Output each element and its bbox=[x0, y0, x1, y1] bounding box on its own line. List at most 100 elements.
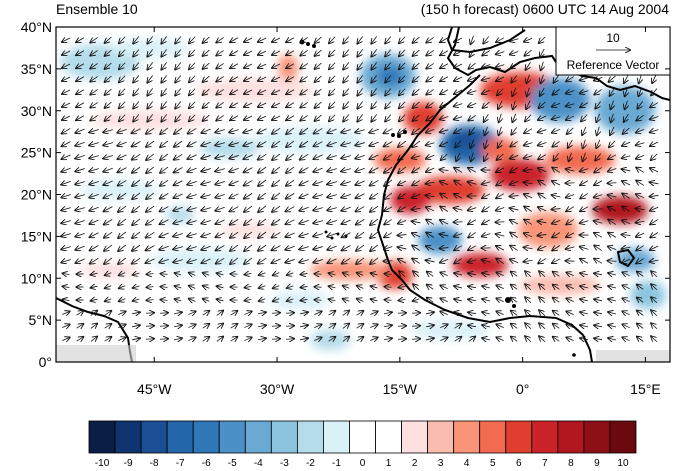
wind-arrow bbox=[75, 129, 85, 133]
wind-arrow bbox=[624, 113, 629, 122]
wind-arrow bbox=[497, 88, 504, 95]
wind-arrow bbox=[76, 311, 84, 315]
wind-arrow bbox=[201, 259, 211, 263]
wind-arrow bbox=[329, 62, 336, 70]
wind-arrow bbox=[189, 299, 196, 302]
wind-arrow bbox=[286, 206, 295, 212]
wind-arrow bbox=[273, 299, 280, 302]
wind-arrow bbox=[160, 206, 169, 212]
wind-arrow bbox=[608, 195, 617, 197]
wind-arrow bbox=[384, 129, 393, 134]
wind-arrow bbox=[496, 38, 505, 42]
wind-arrow bbox=[259, 273, 266, 275]
wind-arrow bbox=[272, 166, 281, 173]
wind-arrow bbox=[203, 114, 210, 121]
wind-arrow bbox=[174, 325, 182, 327]
wind-arrow bbox=[552, 195, 561, 197]
wind-arrow bbox=[259, 299, 266, 301]
wind-arrow bbox=[244, 244, 253, 251]
wind-arrow bbox=[90, 233, 99, 237]
wind-arrow bbox=[608, 183, 617, 184]
wind-arrow bbox=[581, 114, 588, 122]
wind-arrow bbox=[426, 338, 434, 340]
wind-arrow bbox=[272, 232, 281, 237]
wind-arrow bbox=[133, 62, 140, 69]
wind-arrow bbox=[216, 245, 225, 251]
wind-arrow bbox=[76, 337, 84, 341]
wind-arrow bbox=[61, 221, 71, 224]
wind-arrow bbox=[399, 49, 406, 57]
wind-arrow bbox=[272, 245, 281, 251]
wind-arrow bbox=[356, 244, 365, 251]
wind-arrow bbox=[89, 207, 99, 211]
wind-arrow bbox=[566, 298, 574, 301]
wind-arrow bbox=[145, 259, 155, 263]
wind-arrow bbox=[651, 336, 658, 343]
wind-arrow bbox=[286, 179, 295, 186]
wind-arrow bbox=[468, 273, 477, 274]
wind-arrow bbox=[454, 64, 463, 68]
wind-arrow bbox=[426, 155, 435, 158]
wind-arrow bbox=[398, 220, 407, 223]
wind-arrow bbox=[454, 129, 463, 134]
wind-arrow bbox=[370, 257, 379, 264]
wind-arrow bbox=[553, 298, 560, 303]
wind-arrow bbox=[62, 51, 71, 55]
wind-arrow bbox=[174, 127, 183, 134]
wind-arrow bbox=[229, 181, 239, 185]
lat-label: 40°N bbox=[21, 19, 52, 35]
wind-arrow bbox=[300, 181, 309, 186]
wind-arrow bbox=[299, 207, 309, 211]
wind-arrow bbox=[230, 38, 239, 42]
wind-arrow bbox=[580, 221, 589, 224]
wind-arrow bbox=[329, 36, 336, 44]
wind-arrow bbox=[201, 142, 211, 145]
wind-arrow bbox=[342, 245, 351, 250]
wind-arrow bbox=[454, 233, 463, 236]
wind-arrow bbox=[399, 286, 406, 287]
wind-arrow bbox=[399, 101, 406, 109]
wind-arrow bbox=[580, 312, 588, 314]
wind-arrow bbox=[272, 103, 281, 107]
wind-arrow bbox=[582, 152, 585, 161]
wind-arrow bbox=[75, 195, 85, 198]
wind-arrow bbox=[119, 62, 126, 70]
wind-arrow bbox=[89, 143, 99, 146]
wind-arrow bbox=[90, 324, 97, 329]
wind-arrow bbox=[175, 273, 182, 275]
wind-arrow bbox=[636, 194, 645, 198]
wind-arrow bbox=[203, 286, 210, 289]
wind-arrow bbox=[258, 218, 267, 225]
wind-arrow bbox=[76, 103, 85, 107]
wind-arrow bbox=[427, 298, 434, 303]
wind-arrow bbox=[454, 208, 463, 210]
wind-arrow bbox=[440, 64, 449, 68]
wind-arrow bbox=[215, 130, 225, 133]
wind-arrow bbox=[539, 310, 546, 317]
wind-arrow bbox=[639, 74, 642, 84]
wind-arrow bbox=[314, 311, 321, 314]
wind-arrow bbox=[244, 337, 251, 340]
wind-arrow bbox=[147, 287, 154, 288]
wind-arrow bbox=[412, 156, 421, 159]
wind-arrow bbox=[174, 153, 183, 159]
wind-arrow bbox=[342, 257, 351, 263]
wind-arrow bbox=[482, 260, 491, 262]
wind-arrow bbox=[566, 169, 575, 171]
wind-arrow bbox=[426, 246, 435, 250]
wind-arrow bbox=[385, 114, 392, 122]
wind-arrow bbox=[482, 50, 490, 55]
wind-arrow bbox=[62, 90, 71, 94]
wind-arrow bbox=[105, 273, 112, 276]
wind-arrow bbox=[594, 233, 603, 237]
colorbar-label: 5 bbox=[490, 458, 496, 469]
wind-arrow bbox=[216, 257, 225, 263]
wind-arrow bbox=[161, 88, 167, 95]
reference-vector-label: Reference Vector bbox=[567, 58, 660, 72]
wind-arrow bbox=[580, 286, 588, 288]
wind-arrow bbox=[187, 234, 197, 237]
wind-arrow bbox=[203, 273, 210, 276]
wind-arrow bbox=[440, 206, 448, 212]
wind-arrow bbox=[510, 259, 519, 262]
wind-arrow bbox=[398, 127, 407, 134]
